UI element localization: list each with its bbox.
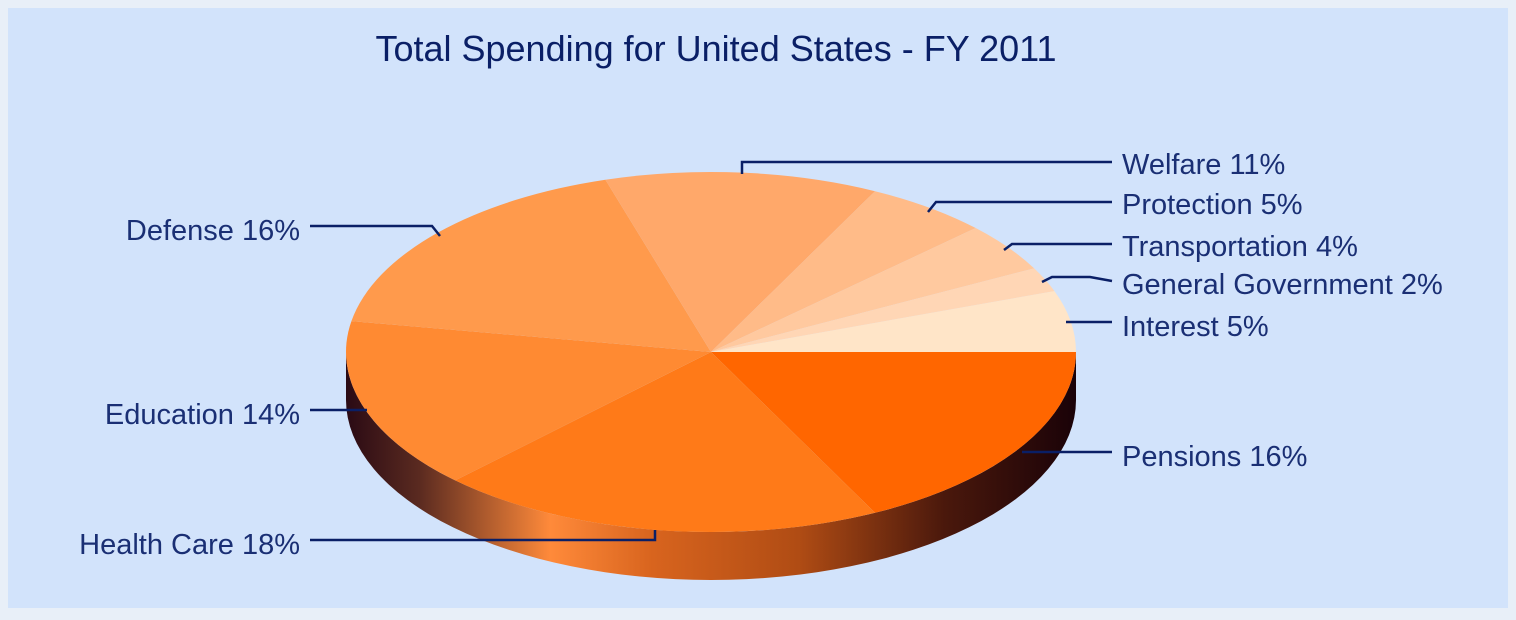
- pie-slice-welfare: [605, 172, 876, 352]
- slice-label: Interest 5%: [1122, 311, 1269, 343]
- pie-slice-transportation: [711, 228, 1035, 352]
- leader-line: [310, 224, 441, 237]
- pie-slice-protection: [711, 191, 976, 352]
- leader-line: [1041, 275, 1113, 284]
- pie-slice-pensions: [711, 352, 1076, 513]
- pie-slice-interest: [711, 291, 1076, 352]
- slice-label: Defense 16%: [126, 215, 300, 247]
- leader-line: [740, 160, 1112, 174]
- leader-line: [927, 200, 1112, 213]
- leader-line: [1003, 242, 1112, 251]
- slice-label: Protection 5%: [1122, 189, 1303, 221]
- leader-line: [310, 530, 657, 542]
- slice-label: Pensions 16%: [1122, 441, 1307, 473]
- pie-slice-general-government: [711, 268, 1055, 352]
- slice-label: Welfare 11%: [1122, 149, 1285, 181]
- slice-label: Education 14%: [105, 399, 300, 431]
- pie-slice-health-care: [455, 352, 876, 532]
- chart-title: Total Spending for United States - FY 20…: [375, 28, 1057, 69]
- pie-slice-education: [346, 321, 711, 481]
- slice-label: Health Care 18%: [79, 529, 300, 561]
- slice-label: General Government 2%: [1122, 269, 1443, 301]
- pie-slice-defense: [351, 179, 711, 352]
- pie-side-wall: [346, 352, 1076, 580]
- slice-label: Transportation 4%: [1122, 231, 1358, 263]
